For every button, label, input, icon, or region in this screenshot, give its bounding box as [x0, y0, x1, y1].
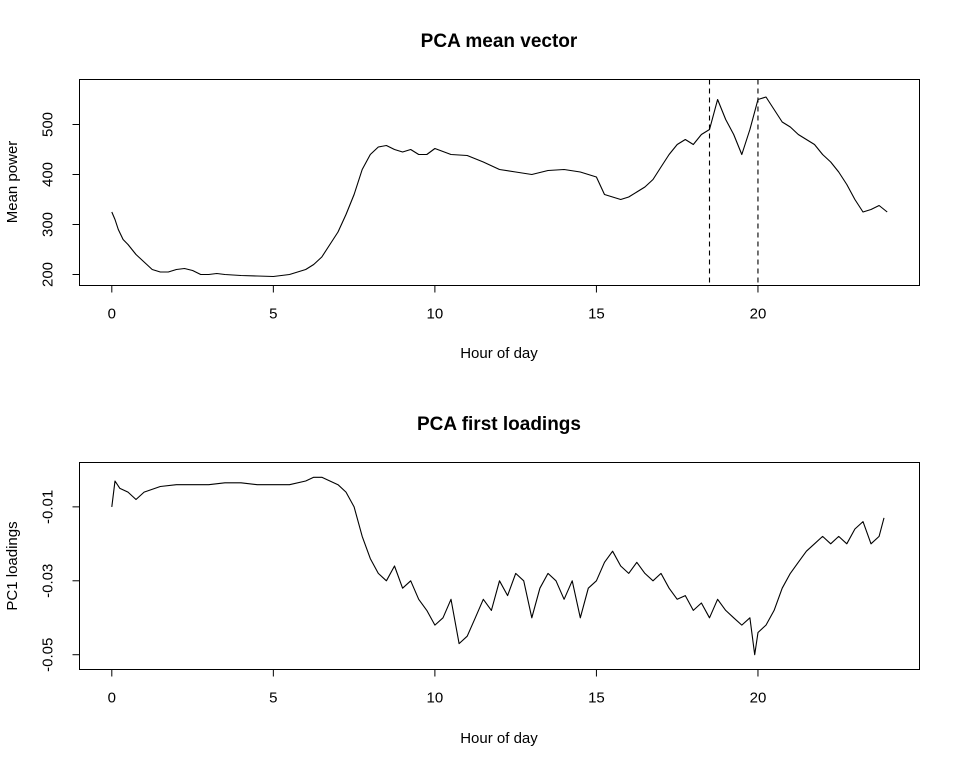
- panel-mean-vector: PCA mean vector Hour of day Mean power 0…: [4, 31, 920, 362]
- x-tick-label: 20: [750, 306, 767, 323]
- x-tick-label: 15: [588, 690, 605, 707]
- x-tick-label: 15: [588, 306, 605, 323]
- y-tick-label: -0.05: [40, 638, 57, 672]
- series-group: [111, 96, 888, 278]
- y-tick-label: 300: [40, 212, 57, 237]
- x-axis-ticks: 0 5 10 15 20: [108, 669, 767, 707]
- y-axis-label: PC1 loadings: [4, 521, 21, 610]
- y-tick-label: -0.01: [40, 490, 57, 524]
- x-axis-label: Hour of day: [460, 345, 538, 362]
- x-tick-label: 10: [427, 690, 444, 707]
- y-tick-label: 400: [40, 162, 57, 187]
- chart-title: PCA mean vector: [421, 31, 578, 52]
- plot-frame: [79, 79, 920, 286]
- x-axis-ticks: 0 5 10 15 20: [108, 285, 767, 323]
- x-tick-label: 5: [269, 306, 277, 323]
- y-axis-label: Mean power: [4, 141, 21, 224]
- y-tick-label: 500: [40, 112, 57, 137]
- plot-frame: [79, 462, 920, 670]
- chart-title: PCA first loadings: [417, 414, 581, 435]
- x-tick-label: 0: [108, 306, 116, 323]
- y-tick-label: 200: [40, 262, 57, 287]
- x-axis-label: Hour of day: [460, 730, 538, 747]
- series-line: [111, 476, 885, 656]
- reference-lines: [708, 79, 759, 286]
- x-tick-label: 0: [108, 690, 116, 707]
- series-line: [111, 96, 888, 278]
- y-tick-label: -0.03: [40, 564, 57, 598]
- y-axis-ticks: -0.05 -0.03 -0.01: [40, 490, 80, 672]
- x-tick-label: 10: [427, 306, 444, 323]
- series-group: [111, 476, 885, 656]
- x-tick-label: 20: [750, 690, 767, 707]
- panel-first-loadings: PCA first loadings Hour of day PC1 loadi…: [4, 414, 920, 747]
- y-axis-ticks: 200 300 400 500: [40, 112, 80, 287]
- x-tick-label: 5: [269, 690, 277, 707]
